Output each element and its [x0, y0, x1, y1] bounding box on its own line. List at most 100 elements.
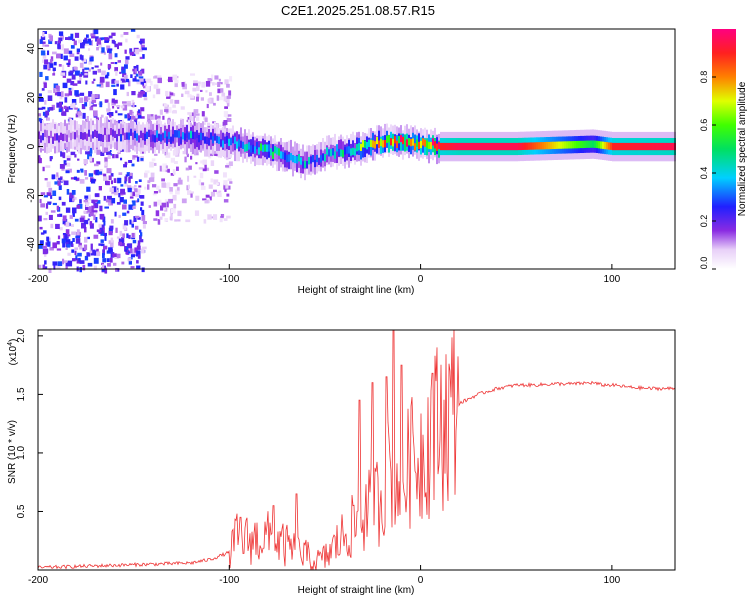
heatmap-cell: [108, 199, 113, 206]
heatmap-cell: [258, 147, 260, 155]
heatmap-cell: [39, 39, 43, 44]
heatmap-cell: [205, 167, 210, 171]
heatmap-cell: [135, 215, 140, 218]
heatmap-cell: [234, 136, 236, 144]
heatmap-cell: [225, 165, 230, 168]
heatmap-cell: [48, 187, 53, 192]
heatmap-cell: [130, 74, 133, 78]
heatmap-cell: [532, 142, 534, 150]
colorbar-gradient: [712, 29, 736, 269]
heatmap-cell: [84, 236, 88, 243]
heatmap-cell: [56, 53, 61, 59]
heatmap-cell: [42, 111, 47, 116]
heatmap-cell: [76, 130, 78, 138]
heatmap-cell: [174, 130, 176, 138]
heatmap-cell: [49, 107, 54, 111]
heatmap-cell: [536, 142, 538, 150]
heatmap-cell: [644, 142, 646, 151]
heatmap-cell: [140, 232, 143, 237]
heatmap-cell: [566, 141, 568, 149]
heatmap-cell: [202, 198, 207, 201]
heatmap-cell: [44, 260, 47, 265]
heatmap-cell: [128, 204, 134, 210]
heatmap-cell: [193, 83, 198, 86]
heatmap-cell: [196, 93, 200, 99]
heatmap-cell: [44, 44, 50, 47]
heatmap-cell: [69, 192, 74, 199]
heatmap-cell: [58, 37, 63, 42]
heatmap-cell: [184, 90, 190, 95]
heatmap-cell: [120, 134, 122, 142]
heatmap-cell: [388, 134, 390, 143]
heatmap-cell: [102, 125, 104, 143]
heatmap-cell: [136, 34, 140, 39]
heatmap-cell: [107, 262, 111, 267]
heatmap-cell: [38, 97, 44, 102]
heatmap-cell: [213, 214, 218, 220]
heatmap-cell: [193, 111, 196, 117]
heatmap-cell: [46, 130, 48, 138]
heatmap-cell: [144, 186, 147, 190]
heatmap-cell: [136, 189, 141, 194]
heatmap-cell: [48, 202, 51, 205]
heatmap-cell: [168, 76, 173, 83]
heatmap-cell: [218, 190, 222, 193]
heatmap-cell: [128, 261, 132, 265]
heatmap-cell: [54, 92, 58, 96]
heatmap-cell: [104, 127, 106, 136]
heatmap-cell: [71, 243, 74, 247]
heatmap-cell: [458, 142, 460, 151]
heatmap-cell: [88, 129, 90, 147]
heatmap-cell: [164, 218, 169, 222]
heatmap-cell: [152, 134, 154, 142]
heatmap-cell: [406, 139, 408, 147]
colorbar-tick-label: 0.6: [699, 119, 709, 132]
heatmap-cell: [191, 191, 194, 194]
heatmap-cell: [117, 151, 121, 154]
heatmap-cell: [410, 139, 412, 147]
heatmap-cell: [94, 193, 99, 197]
heatmap-cell: [194, 132, 196, 140]
heatmap-cell: [200, 89, 203, 92]
heatmap-cell: [74, 56, 79, 61]
heatmap-cell: [214, 75, 219, 80]
heatmap-cell: [149, 161, 154, 168]
heatmap-cell: [170, 157, 175, 163]
heatmap-cell: [147, 114, 151, 119]
heatmap-cell: [135, 181, 138, 184]
heatmap-cell: [187, 94, 192, 98]
heatmap-cell: [103, 173, 107, 179]
heatmap-cell: [127, 185, 132, 190]
heatmap-cell: [510, 142, 512, 151]
heatmap-cell: [434, 141, 436, 149]
heatmap-cell: [462, 142, 464, 151]
heatmap-cell: [436, 143, 438, 151]
heatmap-cell: [194, 152, 199, 156]
heatmap-cell: [223, 180, 228, 186]
heatmap-cell: [86, 116, 89, 122]
heatmap-cell: [150, 116, 154, 120]
heatmap-cell: [230, 136, 232, 154]
heatmap-cell: [84, 219, 89, 225]
heatmap-cell: [142, 132, 144, 141]
heatmap-cell: [642, 142, 644, 151]
heatmap-cell: [119, 197, 124, 203]
heatmap-cell: [298, 154, 300, 162]
heatmap-cell: [254, 146, 256, 154]
heatmap-cell: [156, 130, 158, 138]
heatmap-cell: [165, 152, 171, 158]
heatmap-cell: [524, 142, 526, 150]
heatmap-cell: [354, 148, 356, 156]
heatmap-cell: [172, 169, 176, 175]
heatmap-cell: [166, 182, 171, 189]
heatmap-cell: [55, 223, 60, 229]
heatmap-cell: [594, 140, 596, 148]
heatmap-cell: [42, 59, 46, 63]
heatmap-cell: [187, 184, 190, 189]
heatmap-cell: [47, 50, 50, 56]
heatmap-cell: [118, 238, 121, 243]
heatmap-cell: [126, 91, 129, 97]
heatmap-cell: [40, 192, 46, 196]
heatmap-cell: [80, 130, 82, 148]
heatmap-cell: [360, 143, 362, 151]
